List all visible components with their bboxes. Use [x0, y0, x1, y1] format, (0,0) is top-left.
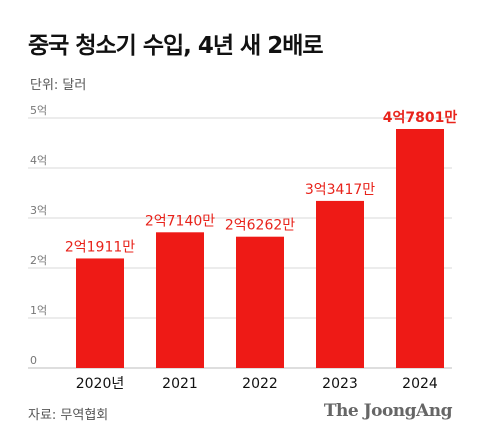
unit-label: 단위: 달러	[30, 78, 87, 93]
data-label: 3억3417만	[305, 182, 375, 198]
source-label: 자료: 무역협회	[28, 408, 109, 423]
y-tick-label: 3억	[30, 204, 47, 217]
y-axis-ticks: 0 1억 2억 3억 4억 5억	[30, 104, 47, 367]
x-tick-label: 2022	[242, 376, 278, 392]
y-tick-label: 0	[30, 354, 37, 367]
bar	[236, 236, 284, 368]
x-tick-label: 2021	[162, 376, 198, 392]
y-tick-label: 4억	[30, 154, 47, 167]
chart-title: 중국 청소기 수입, 4년 새 2배로	[28, 33, 324, 59]
bar	[316, 200, 364, 368]
y-tick-label: 2억	[30, 254, 47, 267]
bar	[76, 258, 124, 368]
bar	[396, 128, 444, 368]
data-labels: 2억1911만 2억7140만 2억6262만 3억3417만 4억7801만	[65, 110, 458, 255]
data-label: 2억7140만	[145, 213, 215, 229]
bars	[76, 128, 444, 368]
x-tick-label: 2024	[402, 376, 438, 392]
data-label: 2억1911만	[65, 239, 135, 255]
data-label: 4억7801만	[383, 110, 458, 126]
bar	[156, 232, 204, 368]
x-tick-label: 2023	[322, 376, 358, 392]
y-tick-label: 5억	[30, 104, 47, 117]
x-tick-label: 2020년	[76, 376, 125, 392]
data-label: 2억6262만	[225, 218, 295, 234]
brand-logo: The JoongAng	[323, 401, 453, 421]
x-axis-ticks: 2020년 2021 2022 2023 2024	[76, 376, 438, 392]
y-tick-label: 1억	[30, 304, 47, 317]
